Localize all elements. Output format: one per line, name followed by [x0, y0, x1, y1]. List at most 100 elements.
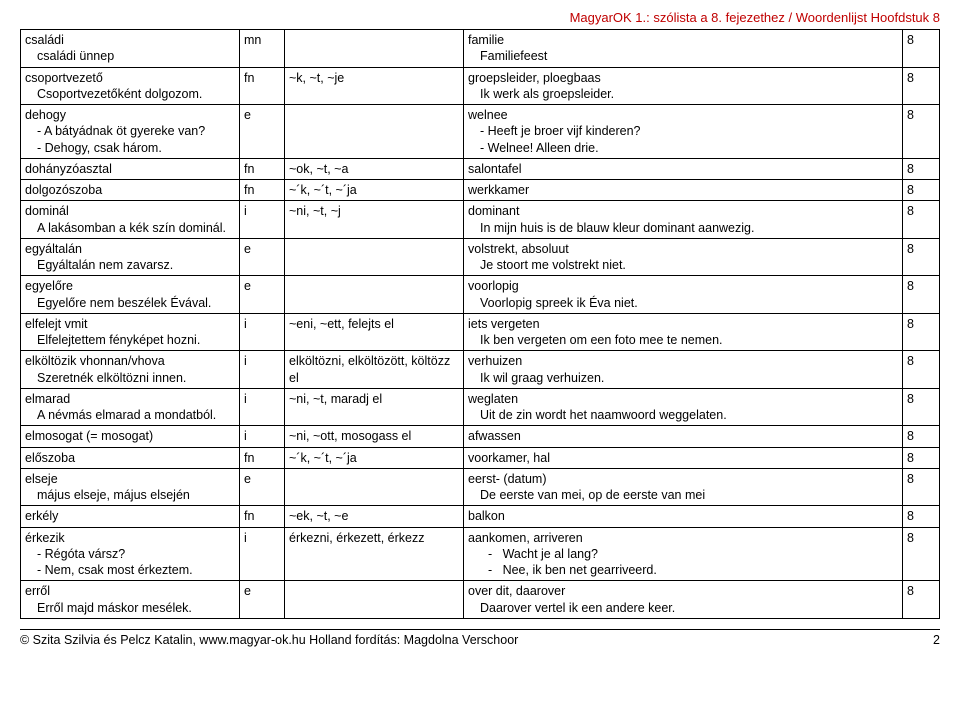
table-row: elmosogat (= mosogat)i~ni, ~ott, mosogas… — [21, 426, 940, 447]
dutch-example: Ik wil graag verhuizen. — [468, 370, 898, 386]
dutch-cell: eerst- (datum)De eerste van mei, op de e… — [464, 468, 903, 506]
dutch-example: Familiefeest — [468, 48, 898, 64]
forms-cell — [285, 468, 464, 506]
dutch-example: De eerste van mei, op de eerste van mei — [468, 487, 898, 503]
dutch-cell: afwassen — [464, 426, 903, 447]
dutch-cell: voorkamer, hal — [464, 447, 903, 468]
dutch-translation: afwassen — [468, 429, 521, 443]
chapter-cell: 8 — [903, 158, 940, 179]
forms-cell — [285, 105, 464, 159]
table-row: dominálA lakásomban a kék szín dominál.i… — [21, 201, 940, 239]
dutch-cell: over dit, daarover Daarover vertel ik een… — [464, 581, 903, 619]
hungarian-example: Egyáltalán nem zavarsz. — [25, 257, 235, 273]
pos-cell: fn — [240, 158, 285, 179]
hungarian-headword: dohányzóasztal — [25, 162, 112, 176]
pos-cell: e — [240, 105, 285, 159]
dutch-cell: familieFamiliefeest — [464, 30, 903, 68]
hungarian-example: családi ünnep — [25, 48, 235, 64]
hungarian-headword: érkezik — [25, 531, 65, 545]
hungarian-headword: csoportvezető — [25, 71, 103, 85]
pos-cell: e — [240, 468, 285, 506]
hungarian-cell: csoportvezetőCsoportvezetőként dolgozom. — [21, 67, 240, 105]
hungarian-headword: elfelejt vmit — [25, 317, 88, 331]
forms-cell — [285, 30, 464, 68]
forms-cell: ~ok, ~t, ~a — [285, 158, 464, 179]
chapter-cell: 8 — [903, 180, 940, 201]
hungarian-cell: dehogy- A bátyádnak öt gyereke van?- Deh… — [21, 105, 240, 159]
table-row: előszoba fn~´k, ~´t, ~´ja voorkamer, hal 8 — [21, 447, 940, 468]
forms-cell: érkezni, érkezett, érkezz — [285, 527, 464, 581]
hungarian-cell: elsejemájus elseje, május elsején — [21, 468, 240, 506]
table-row: érkezik- Régóta vársz?- Nem, csak most é… — [21, 527, 940, 581]
hungarian-headword: egyáltalán — [25, 242, 82, 256]
hungarian-example: Erről majd máskor mesélek. — [25, 600, 235, 616]
page-number: 2 — [933, 633, 940, 647]
hungarian-cell: előszoba — [21, 447, 240, 468]
chapter-cell: 8 — [903, 426, 940, 447]
dutch-example: - Wacht je al lang? — [468, 546, 898, 562]
chapter-cell: 8 — [903, 581, 940, 619]
hungarian-cell: egyelőre Egyelőre nem beszélek Évával. — [21, 276, 240, 314]
hungarian-cell: érkezik- Régóta vársz?- Nem, csak most é… — [21, 527, 240, 581]
pos-cell: i — [240, 388, 285, 426]
chapter-cell: 8 — [903, 276, 940, 314]
hungarian-headword: előszoba — [25, 451, 75, 465]
hungarian-headword: elseje — [25, 472, 58, 486]
hungarian-cell: dohányzóasztal — [21, 158, 240, 179]
table-row: családicsaládi ünnepmnfamilieFamiliefees… — [21, 30, 940, 68]
forms-cell: ~´k, ~´t, ~´ja — [285, 447, 464, 468]
hungarian-example: A névmás elmarad a mondatból. — [25, 407, 235, 423]
pos-cell: i — [240, 351, 285, 389]
hungarian-headword: erkély — [25, 509, 58, 523]
dutch-translation: voorkamer, hal — [468, 451, 550, 465]
dutch-cell: werkkamer — [464, 180, 903, 201]
dutch-cell: dominantIn mijn huis is de blauw kleur d… — [464, 201, 903, 239]
hungarian-example: - Dehogy, csak három. — [25, 140, 235, 156]
hungarian-example: A lakásomban a kék szín dominál. — [25, 220, 235, 236]
table-row: dolgozószobafn~´k, ~´t, ~´jawerkkamer8 — [21, 180, 940, 201]
dutch-cell: voorlopigVoorlopig spreek ik Éva niet. — [464, 276, 903, 314]
table-row: csoportvezetőCsoportvezetőként dolgozom.… — [21, 67, 940, 105]
table-row: erről Erről majd máskor mesélek. e over dit… — [21, 581, 940, 619]
dutch-example: Ik ben vergeten om een foto mee te nemen… — [468, 332, 898, 348]
chapter-cell: 8 — [903, 468, 940, 506]
hungarian-example: Elfelejtettem fényképet hozni. — [25, 332, 235, 348]
hungarian-headword: erről — [25, 584, 50, 598]
hungarian-cell: elköltözik vhonnan/vhovaSzeretnék elkölt… — [21, 351, 240, 389]
forms-cell: ~ni, ~t, ~j — [285, 201, 464, 239]
hungarian-example: Egyelőre nem beszélek Évával. — [25, 295, 235, 311]
hungarian-example: Szeretnék elköltözni innen. — [25, 370, 235, 386]
chapter-cell: 8 — [903, 201, 940, 239]
forms-cell: ~ni, ~t, maradj el — [285, 388, 464, 426]
chapter-cell: 8 — [903, 351, 940, 389]
table-row: egyáltalánEgyáltalán nem zavarsz.evolstr… — [21, 238, 940, 276]
dutch-example: Daarover vertel ik een andere keer. — [468, 600, 898, 616]
dutch-cell: welnee- Heeft je broer vijf kinderen?- W… — [464, 105, 903, 159]
hungarian-example: május elseje, május elsején — [25, 487, 235, 503]
dutch-translation: welnee — [468, 108, 508, 122]
table-row: elsejemájus elseje, május elsejéneeerst-… — [21, 468, 940, 506]
dutch-example: Voorlopig spreek ik Éva niet. — [468, 295, 898, 311]
table-row: erkélyfn~ek, ~t, ~ebalkon8 — [21, 506, 940, 527]
pos-cell: i — [240, 313, 285, 351]
pos-cell: fn — [240, 67, 285, 105]
hungarian-example: Csoportvezetőként dolgozom. — [25, 86, 235, 102]
hungarian-headword: elmarad — [25, 392, 70, 406]
dutch-translation: familie — [468, 33, 504, 47]
hungarian-cell: dolgozószoba — [21, 180, 240, 201]
dutch-cell: verhuizenIk wil graag verhuizen. — [464, 351, 903, 389]
dutch-translation: balkon — [468, 509, 505, 523]
hungarian-cell: egyáltalánEgyáltalán nem zavarsz. — [21, 238, 240, 276]
chapter-cell: 8 — [903, 447, 940, 468]
pos-cell: e — [240, 581, 285, 619]
chapter-cell: 8 — [903, 105, 940, 159]
pos-cell: e — [240, 238, 285, 276]
pos-cell: fn — [240, 447, 285, 468]
footer-credits: © Szita Szilvia és Pelcz Katalin, www.ma… — [20, 633, 518, 647]
chapter-cell: 8 — [903, 238, 940, 276]
hungarian-headword: egyelőre — [25, 279, 73, 293]
dutch-translation: over dit, daarover — [468, 584, 565, 598]
document-page: MagyarOK 1.: szólista a 8. fejezethez / … — [0, 0, 960, 653]
hungarian-example: - Régóta vársz? — [25, 546, 235, 562]
dutch-translation: iets vergeten — [468, 317, 540, 331]
